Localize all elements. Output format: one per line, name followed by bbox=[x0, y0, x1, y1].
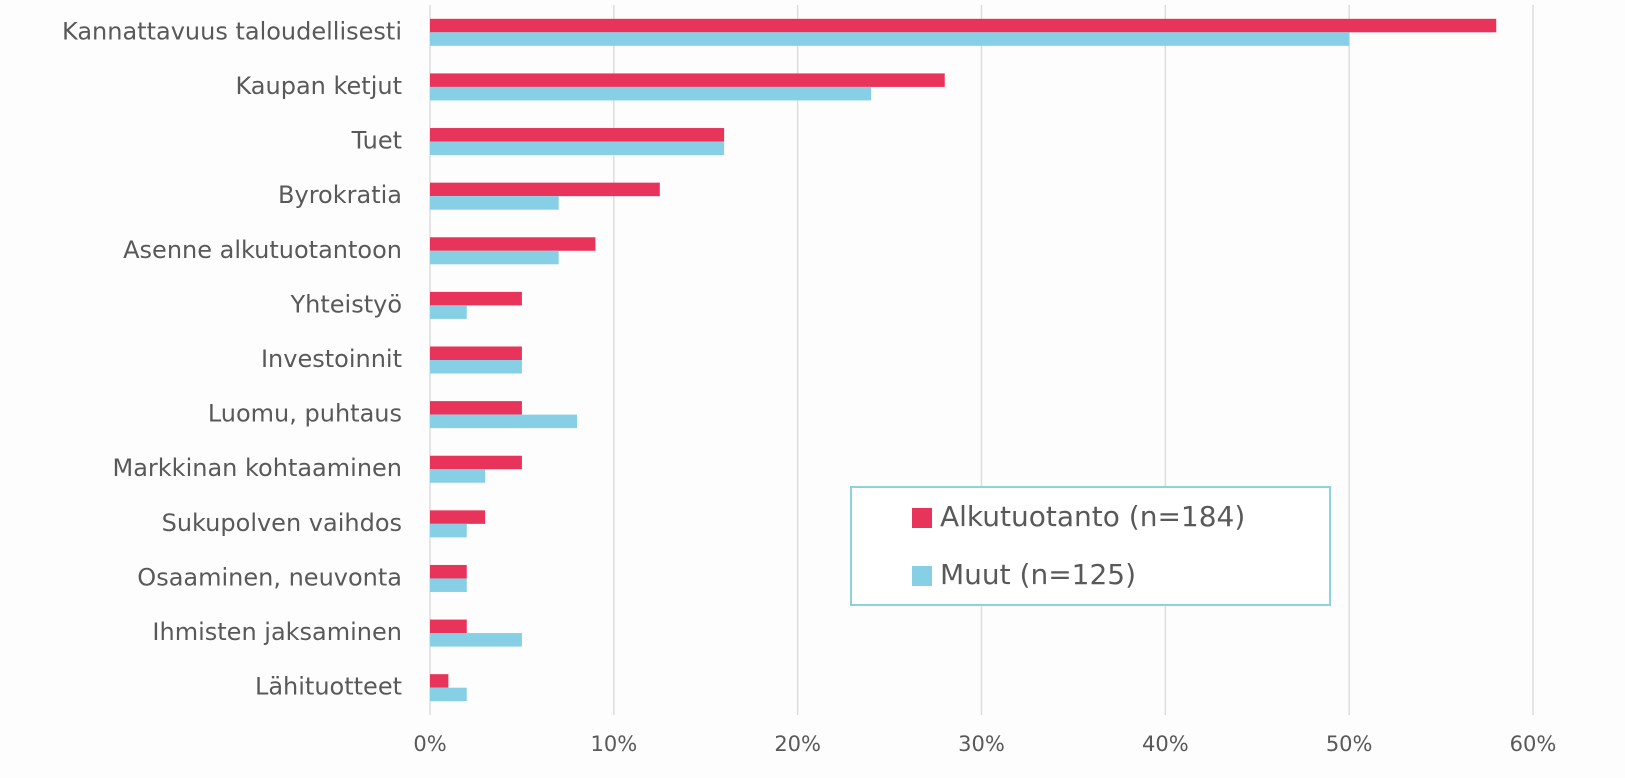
bar bbox=[430, 346, 522, 360]
bar bbox=[430, 18, 1497, 33]
bar bbox=[430, 674, 449, 688]
bar bbox=[430, 687, 467, 702]
y-tick-label: Byrokratia bbox=[278, 181, 402, 209]
bar bbox=[430, 305, 467, 319]
bar bbox=[430, 237, 596, 251]
bar bbox=[430, 510, 486, 524]
y-tick-label: Asenne alkutuotantoon bbox=[123, 236, 402, 264]
bar bbox=[430, 86, 872, 101]
y-tick-label: Ihmisten jaksaminen bbox=[152, 618, 402, 646]
bar bbox=[430, 633, 522, 647]
bar bbox=[430, 250, 559, 265]
y-tick-label: Kannattavuus taloudellisesti bbox=[62, 17, 402, 45]
y-tick-label: Sukupolven vaihdos bbox=[162, 509, 402, 537]
y-tick-label: Markkinan kohtaaminen bbox=[113, 454, 403, 482]
x-tick-label: 20% bbox=[774, 732, 821, 756]
bar bbox=[430, 523, 467, 538]
legend-swatch bbox=[912, 508, 932, 528]
bar bbox=[430, 360, 522, 374]
bar bbox=[430, 73, 945, 87]
y-tick-label: Luomu, puhtaus bbox=[208, 400, 402, 428]
bar bbox=[430, 291, 522, 306]
bar bbox=[430, 414, 578, 429]
x-tick-label: 0% bbox=[413, 732, 446, 756]
y-tick-label: Osaaminen, neuvonta bbox=[137, 563, 402, 591]
legend-label: Muut (n=125) bbox=[940, 558, 1136, 591]
bar bbox=[430, 196, 559, 210]
bar bbox=[430, 128, 725, 142]
x-tick-label: 30% bbox=[958, 732, 1005, 756]
y-tick-label: Yhteistyö bbox=[289, 290, 402, 318]
legend-label: Alkutuotanto (n=184) bbox=[940, 500, 1245, 533]
x-tick-label: 60% bbox=[1510, 732, 1557, 756]
bar bbox=[430, 182, 660, 197]
y-tick-label: Kaupan ketjut bbox=[235, 72, 402, 100]
bar bbox=[430, 578, 467, 592]
bar bbox=[430, 32, 1350, 46]
y-tick-label: Investoinnit bbox=[261, 345, 402, 373]
bar bbox=[430, 401, 522, 415]
y-tick-label: Tuet bbox=[351, 127, 402, 155]
x-tick-label: 40% bbox=[1142, 732, 1189, 756]
bar bbox=[430, 455, 522, 470]
bar bbox=[430, 141, 725, 156]
bar bbox=[430, 619, 467, 634]
bar bbox=[430, 469, 486, 483]
x-tick-label: 10% bbox=[590, 732, 637, 756]
bar bbox=[430, 564, 467, 579]
legend-swatch bbox=[912, 566, 932, 586]
y-tick-label: Lähituotteet bbox=[255, 673, 402, 701]
x-tick-label: 50% bbox=[1326, 732, 1373, 756]
